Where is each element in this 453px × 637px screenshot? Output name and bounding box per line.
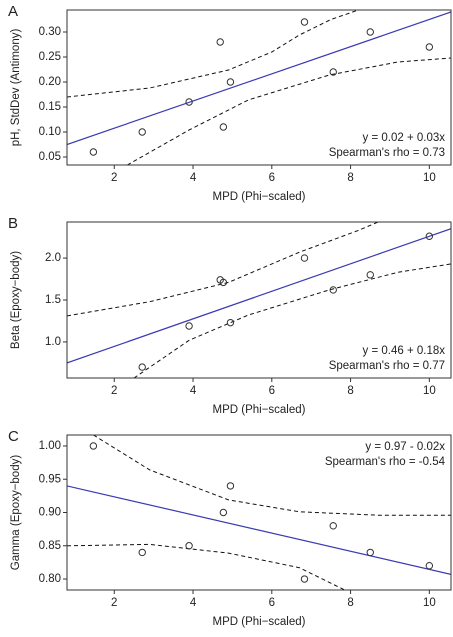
y-tick-label: 0.80	[39, 573, 61, 585]
point	[300, 575, 309, 583]
x-tick-label: 2	[111, 172, 117, 184]
confidence-band	[67, 222, 379, 317]
confidence-band	[67, 543, 345, 590]
y-tick-label: 0.10	[39, 126, 61, 138]
x-tick-label: 8	[347, 385, 353, 397]
y-tick-label: 0.20	[39, 76, 61, 88]
x-tick-label: 4	[190, 597, 197, 609]
y-tick-label: 0.90	[39, 507, 61, 519]
point	[89, 148, 98, 156]
point	[219, 278, 228, 287]
panel-letter: B	[8, 215, 18, 232]
lines	[67, 435, 451, 590]
fit-line	[67, 228, 451, 364]
point	[300, 18, 309, 26]
point	[425, 232, 434, 240]
point	[366, 548, 374, 557]
point	[219, 508, 228, 517]
point	[185, 542, 193, 550]
plot-frame	[66, 9, 452, 166]
x-tick-label: 6	[269, 172, 275, 184]
y-tick-label: 2.0	[45, 252, 61, 264]
annotation: y = 0.46 + 0.18x	[363, 345, 446, 357]
lines	[67, 10, 451, 165]
x-tick-label: 10	[423, 597, 436, 609]
y-tick-label: 1.0	[45, 336, 61, 348]
x-tick-label: 2	[111, 385, 117, 397]
point	[425, 562, 434, 570]
annotation: Spearman's rho = 0.77	[329, 360, 445, 372]
annotation: Spearman's rho = 0.73	[329, 147, 445, 159]
annotation: y = 0.97 - 0.02x	[365, 441, 445, 453]
annotation: y = 0.02 + 0.03x	[363, 132, 446, 144]
point	[300, 254, 309, 262]
point	[138, 363, 146, 371]
point	[425, 43, 434, 51]
point	[366, 271, 374, 279]
panel: C 0.80 0.85 0.90 0.95 1.00 2 4 6 8 10 MPD (Phi−scal…	[8, 428, 452, 628]
fit-line	[67, 485, 451, 575]
x-tick-label: 2	[111, 597, 117, 609]
confidence-band	[133, 263, 451, 378]
y-axis-title: pH, StdDev (Antimony)	[10, 29, 22, 147]
point	[329, 286, 337, 294]
plot-frame	[66, 221, 452, 379]
y-axis-title: Beta (Epoxy−body)	[10, 251, 22, 349]
point	[185, 322, 193, 330]
x-tick-label: 6	[269, 597, 275, 609]
x-axis-title: MPD (Phi−scaled)	[213, 191, 306, 203]
x-tick-label: 8	[347, 172, 353, 184]
point	[138, 548, 146, 557]
x-axis-title: MPD (Phi−scaled)	[213, 404, 306, 416]
point	[329, 522, 337, 530]
y-tick-label: 0.25	[39, 51, 61, 63]
point	[138, 128, 146, 136]
y-tick-label: 1.00	[39, 440, 61, 452]
panel: B 1.0 1.5 2.0 2 4 6 8 10 MPD (Phi−scaled) Beta (Ep…	[8, 215, 452, 416]
y-axis-title: Gamma (Epoxy−body)	[10, 455, 22, 571]
x-tick-label: 10	[423, 172, 436, 184]
confidence-band	[127, 57, 451, 165]
y-tick-label: 1.5	[45, 294, 61, 306]
plot-frame	[66, 434, 452, 591]
y-tick-label: 0.15	[39, 101, 61, 113]
point	[366, 28, 374, 36]
point	[226, 318, 235, 327]
point	[226, 78, 235, 86]
point	[329, 68, 337, 76]
panel-letter: C	[8, 428, 19, 445]
x-tick-label: 4	[190, 172, 197, 184]
point	[185, 98, 193, 106]
y-tick-label: 0.05	[39, 151, 61, 163]
y-tick-label: 0.95	[39, 473, 61, 485]
point	[216, 38, 224, 46]
x-tick-label: 8	[347, 597, 353, 609]
point	[219, 123, 228, 131]
y-tick-label: 0.30	[39, 26, 61, 38]
x-axis-title: MPD (Phi−scaled)	[213, 616, 306, 628]
x-tick-label: 6	[269, 385, 275, 397]
annotation: Spearman's rho = -0.54	[325, 456, 446, 468]
lines	[67, 222, 451, 378]
fit-line	[67, 11, 451, 146]
y-tick-label: 0.85	[39, 540, 61, 552]
panel-letter: A	[8, 3, 18, 20]
panel: A 0.05 0.10 0.15 0.20 0.25 0.30 2 4 6 8 10 MPD (Phi−…	[8, 3, 452, 203]
confidence-band	[67, 10, 359, 98]
point	[89, 442, 98, 450]
point	[226, 482, 235, 490]
x-tick-label: 10	[423, 385, 436, 397]
x-tick-label: 4	[190, 385, 197, 397]
